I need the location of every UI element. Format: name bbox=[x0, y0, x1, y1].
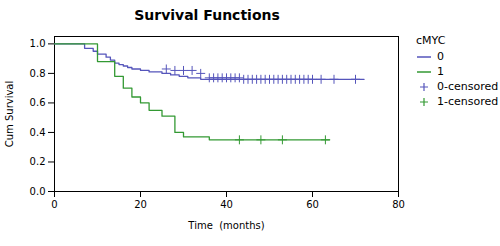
svg-text:1.0: 1.0 bbox=[30, 38, 46, 49]
svg-text:60: 60 bbox=[306, 199, 319, 210]
svg-text:Time (months): Time (months) bbox=[187, 220, 264, 231]
svg-text:0: 0 bbox=[51, 199, 57, 210]
html-text:1-censored: 1-censored bbox=[437, 95, 499, 108]
svg-text:0.0: 0.0 bbox=[30, 186, 46, 197]
html-text:0: 0 bbox=[437, 50, 444, 63]
html-text:1: 1 bbox=[437, 65, 444, 78]
html-text:Survival Functions: Survival Functions bbox=[134, 7, 280, 23]
svg-text:Cum Survival: Cum Survival bbox=[4, 81, 15, 148]
svg-text:0.8: 0.8 bbox=[30, 68, 46, 79]
svg-text:40: 40 bbox=[220, 199, 233, 210]
svg-text:0.4: 0.4 bbox=[30, 127, 46, 138]
html-text:cMYC: cMYC bbox=[416, 34, 446, 47]
svg-text:0.2: 0.2 bbox=[30, 156, 46, 167]
svg-text:20: 20 bbox=[134, 199, 147, 210]
svg-text:0.6: 0.6 bbox=[30, 97, 46, 108]
svg-text:80: 80 bbox=[392, 199, 405, 210]
html-text:0-censored: 0-censored bbox=[437, 80, 499, 93]
